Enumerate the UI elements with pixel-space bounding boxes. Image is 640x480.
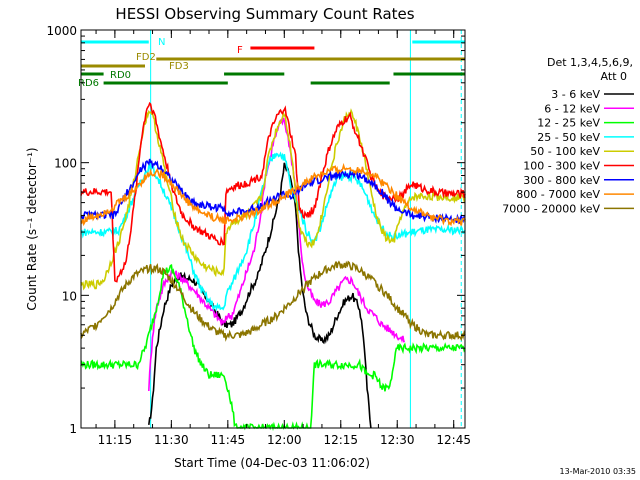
- legend-label-8: 7000 - 20000 keV: [502, 202, 600, 215]
- series-line-5: [80, 101, 466, 283]
- flag-label-rd6: RD6: [78, 78, 99, 89]
- legend-label-7: 800 - 7000 keV: [516, 188, 600, 201]
- chart-title: HESSI Observing Summary Count Rates: [115, 5, 414, 23]
- plot-frame: [80, 29, 466, 429]
- flag-label-f: F: [237, 45, 243, 56]
- x-tick-label: 12:00: [267, 433, 302, 447]
- y-tick-label: 1000: [46, 24, 77, 38]
- observing-flags: N F FD2 FD3 RD0 RD6: [78, 37, 465, 89]
- x-tick-label: 12:45: [436, 433, 471, 447]
- x-axis-label: Start Time (04-Dec-03 11:06:02): [174, 456, 370, 470]
- series-line-8: [80, 260, 466, 342]
- x-tick-label: 12:30: [380, 433, 415, 447]
- legend-label-0: 3 - 6 keV: [551, 88, 600, 101]
- legend-label-4: 50 - 100 keV: [530, 145, 600, 158]
- series-line-3: [80, 151, 466, 312]
- legend-label-6: 300 - 800 keV: [523, 174, 600, 187]
- series-line-7: [80, 162, 466, 227]
- y-tick-label: 1: [69, 422, 77, 436]
- legend-header-line-1: Det 1,3,4,5,6,9,: [547, 56, 633, 69]
- y-tick-label: 10: [62, 289, 77, 303]
- x-tick-label: 11:45: [211, 433, 246, 447]
- flag-label-fd3: FD3: [169, 61, 189, 72]
- y-tick-label: 100: [54, 157, 77, 171]
- series-layer: [80, 101, 466, 432]
- x-tick-label: 12:15: [323, 433, 358, 447]
- flag-label-n: N: [158, 37, 165, 48]
- series-line-4: [80, 108, 466, 291]
- series-line-2: [80, 263, 466, 432]
- legend-label-2: 12 - 25 keV: [537, 117, 600, 130]
- x-tick-label: 11:15: [98, 433, 133, 447]
- x-tick-label: 11:30: [154, 433, 189, 447]
- legend-label-3: 25 - 50 keV: [537, 131, 600, 144]
- legend-label-5: 100 - 300 keV: [523, 160, 600, 173]
- legend-label-1: 6 - 12 keV: [544, 102, 600, 115]
- footer-date: 13-Mar-2010 03:35: [560, 467, 637, 476]
- axis-ticks: 11:15 11:30 11:45 12:00 12:15 12:30 12:45 1 10 10…: [46, 24, 471, 447]
- legend-header-line-2: Att 0: [601, 70, 627, 83]
- flag-label-rd0: RD0: [110, 70, 131, 81]
- y-axis-label: Count Rate (s⁻¹ detector⁻¹): [25, 147, 39, 310]
- flag-label-fd2: FD2: [136, 52, 156, 63]
